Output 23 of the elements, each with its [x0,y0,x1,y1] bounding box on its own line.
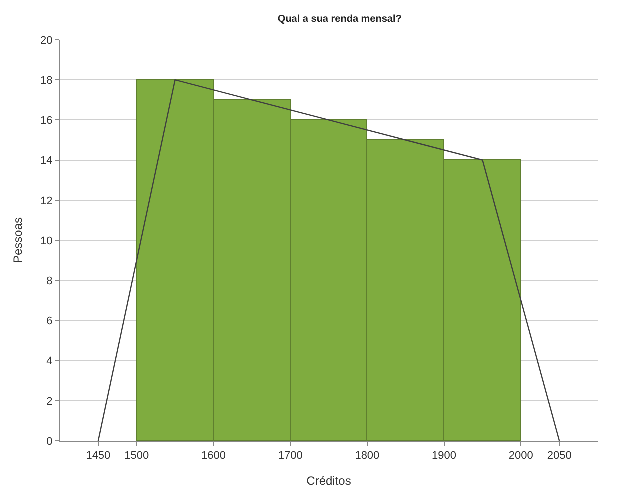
y-tick-label: 2 [46,396,53,408]
chart-title: Qual a sua renda mensal? [278,14,402,26]
x-tick-label: 2000 [508,450,534,462]
x-tick-label: 1700 [278,450,303,462]
x-tick-label: 1600 [201,450,226,462]
x-axis-title: Créditos [306,474,352,488]
x-tick-label: 1800 [355,450,380,462]
x-tick-label: 1500 [124,450,150,462]
y-tick-label: 8 [46,275,53,288]
x-tick-label: 1450 [86,450,111,462]
line-series [98,80,560,441]
y-tick-label: 18 [40,74,53,87]
y-tick-label: 6 [46,316,53,328]
y-tick-label: 4 [46,356,53,368]
x-tick-label: 1900 [432,450,457,462]
y-tick-label: 12 [40,195,53,208]
y-tick-label: 0 [46,436,53,448]
y-axis-title: Pessoas [10,217,25,264]
y-tick-label: 14 [40,155,53,168]
x-tick-label: 2050 [547,450,572,462]
y-tick-label: 10 [40,235,53,248]
y-tick-label: 16 [40,115,53,128]
y-tick-label: 20 [40,34,53,47]
